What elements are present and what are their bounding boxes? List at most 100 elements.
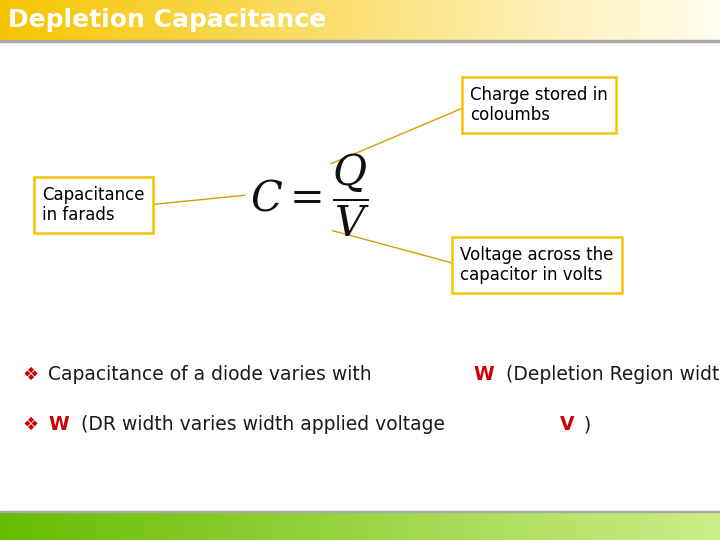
Bar bbox=[185, 0, 188, 40]
Text: W: W bbox=[473, 366, 494, 384]
Bar bbox=[711, 0, 714, 40]
Bar bbox=[513, 512, 516, 540]
Bar bbox=[617, 0, 620, 40]
Bar bbox=[329, 0, 332, 40]
Bar bbox=[624, 512, 627, 540]
Bar bbox=[281, 512, 284, 540]
Bar bbox=[374, 512, 377, 540]
Bar bbox=[506, 0, 509, 40]
Bar bbox=[108, 0, 111, 40]
Bar bbox=[418, 0, 420, 40]
Bar bbox=[387, 0, 390, 40]
Bar bbox=[689, 512, 692, 540]
Bar bbox=[415, 512, 418, 540]
Bar bbox=[180, 512, 183, 540]
Bar bbox=[703, 0, 706, 40]
Bar bbox=[643, 0, 646, 40]
Bar bbox=[693, 512, 696, 540]
Bar bbox=[211, 0, 214, 40]
Bar bbox=[509, 0, 512, 40]
Bar bbox=[485, 0, 487, 40]
Bar bbox=[202, 0, 204, 40]
Bar bbox=[480, 0, 483, 40]
Bar bbox=[94, 0, 96, 40]
Bar bbox=[708, 0, 711, 40]
Bar bbox=[192, 0, 195, 40]
Bar bbox=[146, 0, 149, 40]
Bar bbox=[547, 0, 550, 40]
Bar bbox=[197, 512, 199, 540]
Bar bbox=[24, 0, 27, 40]
Bar bbox=[243, 0, 246, 40]
Text: Voltage across the
capacitor in volts: Voltage across the capacitor in volts bbox=[460, 246, 613, 285]
Bar bbox=[99, 0, 102, 40]
Bar bbox=[243, 512, 246, 540]
Bar bbox=[653, 512, 656, 540]
Bar bbox=[130, 512, 132, 540]
Bar bbox=[5, 512, 8, 540]
Bar bbox=[283, 512, 286, 540]
Bar bbox=[410, 0, 413, 40]
Bar bbox=[247, 0, 250, 40]
Bar bbox=[621, 0, 624, 40]
Bar bbox=[677, 512, 680, 540]
Bar bbox=[178, 0, 181, 40]
Bar bbox=[173, 512, 176, 540]
Bar bbox=[106, 512, 109, 540]
Bar bbox=[660, 512, 663, 540]
Bar bbox=[351, 0, 354, 40]
Bar bbox=[281, 0, 284, 40]
Bar bbox=[650, 0, 653, 40]
Bar bbox=[703, 512, 706, 540]
Bar bbox=[612, 512, 615, 540]
Bar bbox=[187, 512, 190, 540]
Bar bbox=[65, 512, 68, 540]
Bar bbox=[261, 512, 264, 540]
Bar bbox=[276, 512, 279, 540]
Bar bbox=[192, 512, 195, 540]
Bar bbox=[250, 512, 253, 540]
Bar bbox=[175, 0, 178, 40]
Bar bbox=[588, 512, 591, 540]
Bar bbox=[549, 512, 552, 540]
Bar bbox=[691, 512, 694, 540]
Bar bbox=[581, 0, 584, 40]
Bar bbox=[29, 512, 32, 540]
Bar bbox=[271, 512, 274, 540]
Bar bbox=[679, 0, 682, 40]
Bar bbox=[199, 512, 202, 540]
Bar bbox=[130, 0, 132, 40]
Bar bbox=[264, 512, 267, 540]
Bar bbox=[574, 0, 577, 40]
Bar bbox=[423, 512, 426, 540]
Bar bbox=[60, 0, 63, 40]
Bar bbox=[17, 512, 19, 540]
Bar bbox=[502, 0, 505, 40]
Bar bbox=[391, 0, 394, 40]
Bar bbox=[545, 512, 548, 540]
Bar bbox=[319, 0, 322, 40]
Bar bbox=[199, 0, 202, 40]
Bar bbox=[19, 512, 22, 540]
Bar bbox=[341, 512, 343, 540]
Bar bbox=[63, 0, 66, 40]
Bar bbox=[322, 0, 325, 40]
Bar bbox=[240, 0, 243, 40]
Bar bbox=[211, 512, 214, 540]
Bar bbox=[158, 512, 161, 540]
Bar bbox=[463, 512, 466, 540]
Bar bbox=[487, 0, 490, 40]
Bar bbox=[468, 0, 471, 40]
Bar bbox=[477, 512, 480, 540]
Bar bbox=[444, 512, 447, 540]
Bar bbox=[290, 512, 293, 540]
Bar bbox=[535, 0, 538, 40]
Bar bbox=[468, 512, 471, 540]
Bar bbox=[286, 512, 289, 540]
Bar bbox=[84, 512, 87, 540]
Bar bbox=[329, 512, 332, 540]
Bar bbox=[346, 512, 348, 540]
Bar bbox=[187, 0, 190, 40]
Bar bbox=[408, 512, 411, 540]
Bar bbox=[567, 0, 570, 40]
